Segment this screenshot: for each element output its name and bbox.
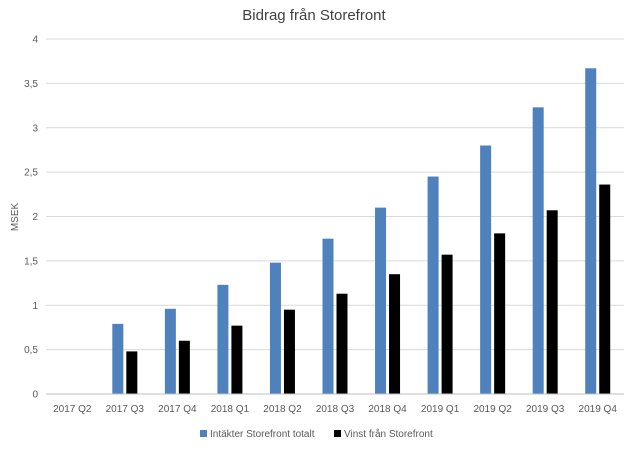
bar-profit <box>599 184 611 394</box>
bar-profit <box>494 233 506 394</box>
y-tick-label: 1,5 <box>24 256 38 267</box>
gridlines <box>46 38 624 351</box>
x-tick-label: 2019 Q4 <box>579 404 618 415</box>
bar-revenue <box>427 176 439 394</box>
x-tick-label: 2018 Q2 <box>263 404 302 415</box>
bar-profit <box>178 340 190 394</box>
legend-swatch <box>200 430 207 437</box>
bar-profit <box>441 254 453 394</box>
y-tick-label: 3 <box>32 123 38 134</box>
bar-revenue <box>322 238 334 394</box>
bar-revenue <box>269 262 281 394</box>
y-axis-label: MSEK <box>10 203 21 232</box>
bar-profit <box>283 309 295 394</box>
y-tick-label: 1 <box>32 301 38 312</box>
bar-revenue <box>112 323 124 394</box>
bar-profit <box>336 293 348 394</box>
x-tick-label: 2019 Q3 <box>526 404 565 415</box>
legend: Intäkter Storefront totalt Vinst från Sto… <box>200 428 433 440</box>
x-tick-label: 2019 Q1 <box>421 404 460 415</box>
y-tick-label: 0 <box>32 390 38 401</box>
x-tick-label: 2017 Q2 <box>53 404 92 415</box>
bar-revenue <box>585 68 597 394</box>
bar-profit <box>231 325 243 394</box>
y-tick-label: 2 <box>32 212 38 223</box>
legend-label: Intäkter Storefront totalt <box>210 429 315 440</box>
y-tick-label: 0,5 <box>24 345 38 356</box>
bar-revenue <box>375 207 387 394</box>
bars <box>112 68 611 395</box>
bar-revenue <box>532 107 544 395</box>
legend-label: Vinst från Storefront <box>344 428 433 440</box>
y-tick-label: 2,5 <box>24 168 38 179</box>
bar-revenue <box>480 145 492 394</box>
y-tick-label: 3,5 <box>24 79 38 90</box>
x-tick-label: 2017 Q3 <box>106 404 145 415</box>
x-tick-label: 2018 Q1 <box>211 404 250 415</box>
legend-swatch <box>334 430 341 437</box>
y-tick-label: 4 <box>32 35 38 46</box>
bar-profit <box>389 274 401 394</box>
x-tick-label: 2017 Q4 <box>158 404 197 415</box>
x-tick-label: 2018 Q3 <box>316 404 355 415</box>
bar-revenue <box>217 284 229 394</box>
x-tick-label: 2018 Q4 <box>368 404 407 415</box>
bar-revenue <box>164 308 176 394</box>
bar-profit <box>546 210 558 394</box>
x-axis-ticks: 2017 Q2 2017 Q3 2017 Q4 2018 Q1 2018 Q2 2018 … <box>53 404 617 415</box>
y-axis-ticks: 0 0,5 1 1,5 2 2,5 3 3,5 4 <box>24 35 38 401</box>
chart-title: Bidrag från Storefront <box>242 7 386 24</box>
x-tick-label: 2019 Q2 <box>473 404 512 415</box>
bar-profit <box>126 351 138 394</box>
